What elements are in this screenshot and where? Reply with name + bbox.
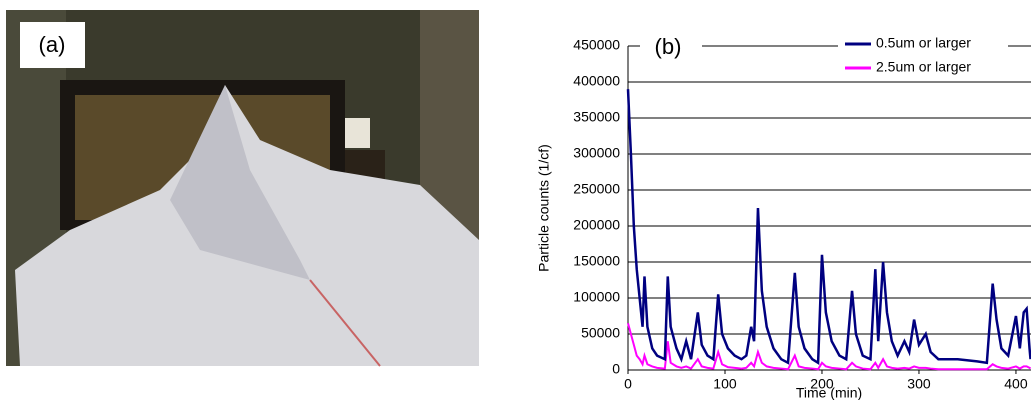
- panel-label-bg: [640, 30, 702, 70]
- data-line: [626, 89, 1031, 365]
- x-tick-label: 300: [907, 376, 931, 392]
- legend-bg: [838, 59, 1008, 77]
- y-tick-label: 50000: [581, 325, 620, 341]
- y-tick-label: 300000: [573, 145, 620, 161]
- x-tick-label: 200: [810, 376, 834, 392]
- y-tick-label: 150000: [573, 253, 620, 269]
- legend-label: 2.5um or larger: [876, 59, 971, 75]
- y-tick-label: 0: [612, 361, 620, 377]
- legend-bg: [838, 35, 1008, 53]
- y-axis-label: Particle counts (1/cf): [536, 144, 552, 272]
- panel-label: (a): [39, 32, 66, 57]
- y-tick-label: 400000: [573, 73, 620, 89]
- data-line: [627, 322, 1031, 371]
- y-tick-label: 450000: [573, 37, 620, 53]
- y-tick-label: 250000: [573, 181, 620, 197]
- x-axis-label: Time (min): [796, 385, 862, 400]
- panel-label: (b): [655, 34, 682, 59]
- y-tick-label: 200000: [573, 217, 620, 233]
- chart: 0 50000 100000 150000 200000 250000 300000 3500…: [536, 30, 1031, 401]
- photo: (a): [6, 10, 479, 367]
- legend-label: 0.5um or larger: [876, 35, 971, 51]
- y-tick-label: 100000: [573, 289, 620, 305]
- y-tick-label: 350000: [573, 109, 620, 125]
- x-tick-label: 0: [624, 376, 632, 392]
- x-tick-label: 400: [1004, 376, 1028, 392]
- x-tick-label: 100: [713, 376, 737, 392]
